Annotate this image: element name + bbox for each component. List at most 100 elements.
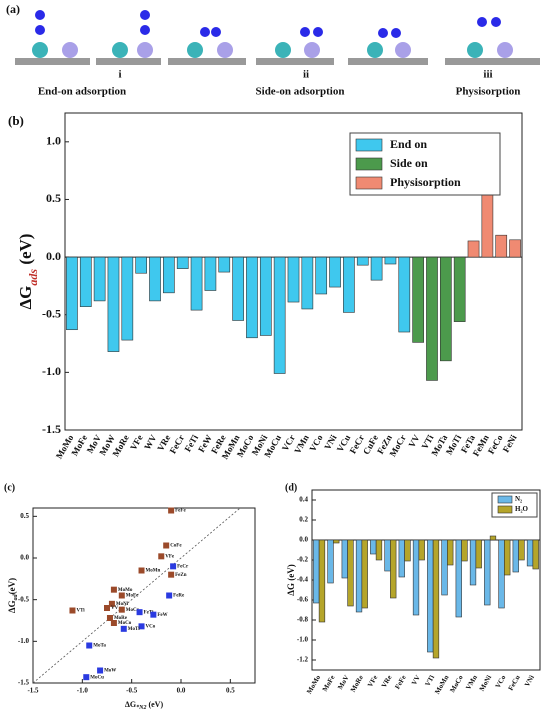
x-tick-label: FeCr <box>168 433 187 455</box>
y-tick-label: -1.0 <box>297 636 309 644</box>
point <box>168 507 175 514</box>
point <box>110 620 117 626</box>
y-axis-label: ΔGads (eV) <box>16 234 40 310</box>
bar <box>327 539 334 584</box>
x-tick-label: -1.0 <box>77 687 89 695</box>
y-tick-label: -0.8 <box>297 616 309 624</box>
point <box>163 542 170 549</box>
point <box>118 592 125 599</box>
x-axis-label: ΔG*N2 (eV) <box>125 700 164 712</box>
bar <box>149 256 161 302</box>
bar <box>384 539 391 572</box>
x-tick-label: MoTi <box>444 433 464 457</box>
y-axis-label: ΔG (eV) <box>286 564 296 595</box>
bar <box>484 539 491 606</box>
bar <box>441 539 448 596</box>
x-tick-label: FeFe <box>393 674 407 691</box>
legend-swatch <box>355 138 383 152</box>
x-tick-label: VRe <box>380 674 394 689</box>
bar <box>176 256 189 269</box>
point <box>69 607 76 614</box>
y-tick-label: -0.5 <box>18 595 30 603</box>
point-label: FeZn <box>175 573 187 578</box>
bar <box>495 234 508 258</box>
bar <box>370 539 377 555</box>
bar <box>347 539 354 607</box>
bar <box>79 256 92 307</box>
point <box>106 615 113 621</box>
bar <box>412 256 424 343</box>
point-label: MoCr <box>126 608 140 613</box>
y-tick-label: -0.2 <box>297 556 309 564</box>
slab <box>96 58 161 65</box>
x-tick-label: 0.0 <box>177 687 186 695</box>
x-tick-label: 0.5 <box>226 687 235 695</box>
point <box>104 605 110 611</box>
y-tick-label: 0.2 <box>299 516 308 524</box>
slab <box>256 58 334 65</box>
point-label: MoMo <box>118 588 133 593</box>
bar <box>356 256 369 266</box>
bar <box>259 256 272 336</box>
y-tick-label: -1.0 <box>18 637 30 645</box>
x-tick-label: VCo <box>494 673 508 689</box>
point-label: MoTa <box>93 644 106 649</box>
x-tick-label: FeCo <box>486 433 505 456</box>
bar <box>469 539 477 586</box>
legend-label: N₂ <box>515 495 522 503</box>
y-axis-label-part: ads <box>26 269 40 286</box>
x-tick-label: -1.5 <box>27 687 39 695</box>
point-label: MoW <box>104 669 116 674</box>
bar <box>135 256 148 274</box>
y-tick-label: 0.4 <box>299 496 308 504</box>
bar <box>412 539 420 616</box>
x-tick-label: VV <box>410 674 422 687</box>
point-label: FeFe <box>175 509 186 514</box>
bar <box>426 256 438 381</box>
bar <box>404 539 411 562</box>
y-tick-label: -0.4 <box>297 576 309 584</box>
point-label: MoFe <box>126 594 139 599</box>
bar <box>384 256 397 265</box>
point <box>118 606 125 613</box>
x-tick-label: -0.5 <box>126 687 138 695</box>
bar <box>439 256 452 362</box>
point-label: MoRe <box>114 616 128 621</box>
bar <box>343 256 355 313</box>
x-tick-label: MoMo <box>305 673 322 695</box>
panel-label: (c) <box>4 482 15 493</box>
x-tick-label: VFe <box>366 674 379 689</box>
bar <box>355 539 363 613</box>
bar <box>427 539 434 653</box>
y-tick-label: 0.5 <box>46 191 61 205</box>
y-axis-label: ΔGad(eV) <box>7 578 19 613</box>
bar <box>518 539 525 561</box>
bar <box>287 256 300 303</box>
bar <box>218 256 231 273</box>
x-tick-label: MoMn <box>433 674 450 696</box>
caption: Side-on adsorption <box>256 86 345 98</box>
bar <box>329 256 341 288</box>
point <box>108 600 115 607</box>
point-label: VFe <box>165 554 175 559</box>
y-tick-label: 1.0 <box>46 134 61 148</box>
point <box>170 563 177 570</box>
diagonal <box>32 507 241 684</box>
point-label: CoFe <box>170 544 182 549</box>
y-tick-label: 0.5 <box>20 512 29 520</box>
legend-label: End on <box>390 137 427 151</box>
y-axis-label-part: (eV) <box>286 564 296 583</box>
point <box>168 571 175 578</box>
x-tick-label: MoNi <box>478 674 494 693</box>
point-label: MoCu <box>90 675 104 680</box>
x-tick-label: VFe <box>128 433 145 452</box>
x-tick-label: MoFe <box>321 674 337 693</box>
panel-label: (a) <box>6 2 20 16</box>
y-tick-label: -1.2 <box>297 656 309 664</box>
bar <box>526 539 534 567</box>
bar <box>453 256 466 322</box>
x-tick-label: FeNi <box>501 433 519 454</box>
bar <box>489 535 497 541</box>
y-tick-label: -1.0 <box>42 364 61 378</box>
